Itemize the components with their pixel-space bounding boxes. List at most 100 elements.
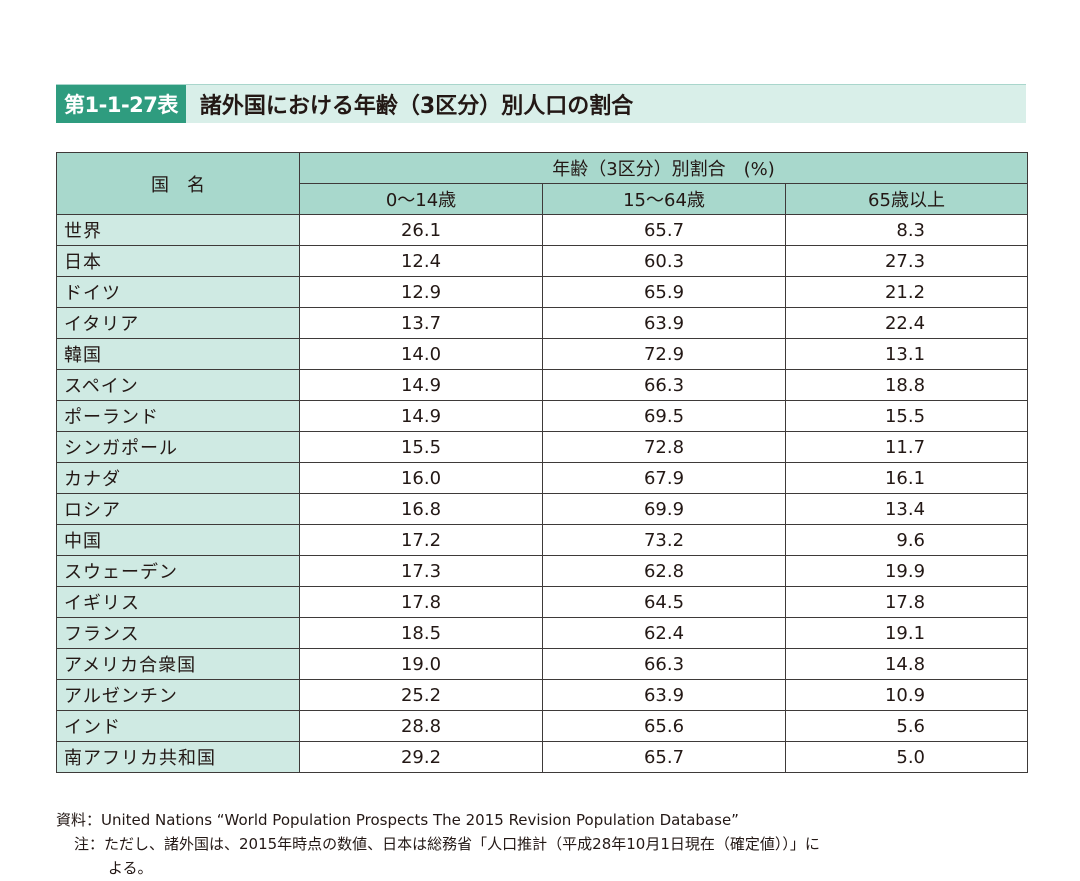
note-line-1: 注：ただし、諸外国は、2015年時点の数値、日本は総務省「人口推計（平成28年1… — [74, 835, 820, 853]
value-0-14-cell: 17.3 — [299, 555, 543, 587]
table-row: ドイツ 12.9 65.9 21.2 — [56, 276, 1029, 308]
note-line-2: よる。 — [108, 859, 153, 877]
value-65-plus-cell: 16.1 — [784, 462, 1029, 494]
table-row: スペイン 14.9 66.3 18.8 — [56, 369, 1029, 401]
value-15-64-cell: 73.2 — [542, 524, 786, 556]
value-65-plus-cell: 5.6 — [784, 710, 1029, 742]
value-0-14-cell: 12.4 — [299, 245, 543, 277]
value-15-64-cell: 62.8 — [542, 555, 786, 587]
country-cell: 中国 — [56, 524, 300, 556]
table-row: 南アフリカ共和国 29.2 65.7 5.0 — [56, 741, 1029, 773]
value-15-64-cell: 69.9 — [542, 493, 786, 525]
table-title-bar: 第1-1-27表 諸外国における年齢（3区分）別人口の割合 — [56, 84, 1026, 123]
value-15-64-cell: 72.8 — [542, 431, 786, 463]
table-row: アルゼンチン 25.2 63.9 10.9 — [56, 679, 1029, 711]
table-body: 世界 26.1 65.7 8.3 日本 12.4 60.3 27.3 ドイツ 12.9 65.9 21… — [56, 214, 1029, 773]
value-15-64-cell: 66.3 — [542, 369, 786, 401]
value-0-14-cell: 15.5 — [299, 431, 543, 463]
value-0-14-cell: 14.9 — [299, 369, 543, 401]
table-row: スウェーデン 17.3 62.8 19.9 — [56, 555, 1029, 587]
country-cell: 世界 — [56, 214, 300, 246]
table-row: 日本 12.4 60.3 27.3 — [56, 245, 1029, 277]
value-15-64-cell: 62.4 — [542, 617, 786, 649]
table-row: フランス 18.5 62.4 19.1 — [56, 617, 1029, 649]
population-ratio-table: 国 名 年齢（3区分）別割合 (%) 0〜14歳 15〜64歳 65歳以上 世界… — [56, 152, 1029, 773]
value-15-64-cell: 65.7 — [542, 741, 786, 773]
value-15-64-cell: 65.7 — [542, 214, 786, 246]
table-row: アメリカ合衆国 19.0 66.3 14.8 — [56, 648, 1029, 680]
value-0-14-cell: 17.8 — [299, 586, 543, 618]
age-group-header: 年齢（3区分）別割合 (%) — [298, 152, 1029, 184]
table-row: 韓国 14.0 72.9 13.1 — [56, 338, 1029, 370]
value-0-14-cell: 16.8 — [299, 493, 543, 525]
country-cell: スペイン — [56, 369, 300, 401]
table-row: ロシア 16.8 69.9 13.4 — [56, 493, 1029, 525]
country-cell: ポーランド — [56, 400, 300, 432]
country-cell: イギリス — [56, 586, 300, 618]
table-row: ポーランド 14.9 69.5 15.5 — [56, 400, 1029, 432]
value-0-14-cell: 14.0 — [299, 338, 543, 370]
value-0-14-cell: 14.9 — [299, 400, 543, 432]
value-0-14-cell: 26.1 — [299, 214, 543, 246]
value-65-plus-cell: 19.1 — [784, 617, 1029, 649]
value-15-64-cell: 65.9 — [542, 276, 786, 308]
country-cell: カナダ — [56, 462, 300, 494]
value-65-plus-cell: 14.8 — [784, 648, 1029, 680]
country-cell: ドイツ — [56, 276, 300, 308]
value-0-14-cell: 13.7 — [299, 307, 543, 339]
value-65-plus-cell: 8.3 — [784, 214, 1029, 246]
value-65-plus-cell: 11.7 — [784, 431, 1029, 463]
source-note: 資料：United Nations “World Population Pros… — [56, 811, 739, 829]
table-row: インド 28.8 65.6 5.6 — [56, 710, 1029, 742]
value-15-64-cell: 63.9 — [542, 679, 786, 711]
value-0-14-cell: 16.0 — [299, 462, 543, 494]
value-15-64-cell: 60.3 — [542, 245, 786, 277]
table-number-label: 第1-1-27表 — [56, 85, 186, 123]
value-0-14-cell: 25.2 — [299, 679, 543, 711]
table-notes: 資料：United Nations “World Population Pros… — [56, 808, 1046, 880]
country-cell: ロシア — [56, 493, 300, 525]
table-row: シンガポール 15.5 72.8 11.7 — [56, 431, 1029, 463]
table-title: 諸外国における年齢（3区分）別人口の割合 — [199, 94, 634, 119]
value-15-64-cell: 65.6 — [542, 710, 786, 742]
value-0-14-cell: 28.8 — [299, 710, 543, 742]
value-15-64-cell: 63.9 — [542, 307, 786, 339]
value-65-plus-cell: 10.9 — [784, 679, 1029, 711]
country-cell: 南アフリカ共和国 — [56, 741, 300, 773]
table-row: イギリス 17.8 64.5 17.8 — [56, 586, 1029, 618]
column-header-0-14: 0〜14歳 — [299, 183, 543, 215]
country-cell: スウェーデン — [56, 555, 300, 587]
country-cell: イタリア — [56, 307, 300, 339]
value-65-plus-cell: 9.6 — [784, 524, 1029, 556]
country-cell: 韓国 — [56, 338, 300, 370]
value-65-plus-cell: 18.8 — [784, 369, 1029, 401]
value-0-14-cell: 17.2 — [299, 524, 543, 556]
table-row: 世界 26.1 65.7 8.3 — [56, 214, 1029, 246]
table-row: 中国 17.2 73.2 9.6 — [56, 524, 1029, 556]
value-0-14-cell: 12.9 — [299, 276, 543, 308]
country-cell: アルゼンチン — [56, 679, 300, 711]
value-15-64-cell: 66.3 — [542, 648, 786, 680]
table-row: イタリア 13.7 63.9 22.4 — [56, 307, 1029, 339]
value-65-plus-cell: 13.1 — [784, 338, 1029, 370]
table-row: カナダ 16.0 67.9 16.1 — [56, 462, 1029, 494]
column-header-15-64: 15〜64歳 — [542, 183, 786, 215]
country-header: 国 名 — [56, 152, 300, 215]
column-header-65-plus: 65歳以上 — [784, 183, 1029, 215]
country-cell: シンガポール — [56, 431, 300, 463]
value-15-64-cell: 64.5 — [542, 586, 786, 618]
value-15-64-cell: 67.9 — [542, 462, 786, 494]
value-15-64-cell: 72.9 — [542, 338, 786, 370]
value-65-plus-cell: 22.4 — [784, 307, 1029, 339]
country-cell: アメリカ合衆国 — [56, 648, 300, 680]
value-65-plus-cell: 13.4 — [784, 493, 1029, 525]
value-65-plus-cell: 27.3 — [784, 245, 1029, 277]
value-65-plus-cell: 21.2 — [784, 276, 1029, 308]
country-cell: フランス — [56, 617, 300, 649]
value-0-14-cell: 19.0 — [299, 648, 543, 680]
value-65-plus-cell: 19.9 — [784, 555, 1029, 587]
value-65-plus-cell: 17.8 — [784, 586, 1029, 618]
country-cell: インド — [56, 710, 300, 742]
value-0-14-cell: 29.2 — [299, 741, 543, 773]
value-0-14-cell: 18.5 — [299, 617, 543, 649]
